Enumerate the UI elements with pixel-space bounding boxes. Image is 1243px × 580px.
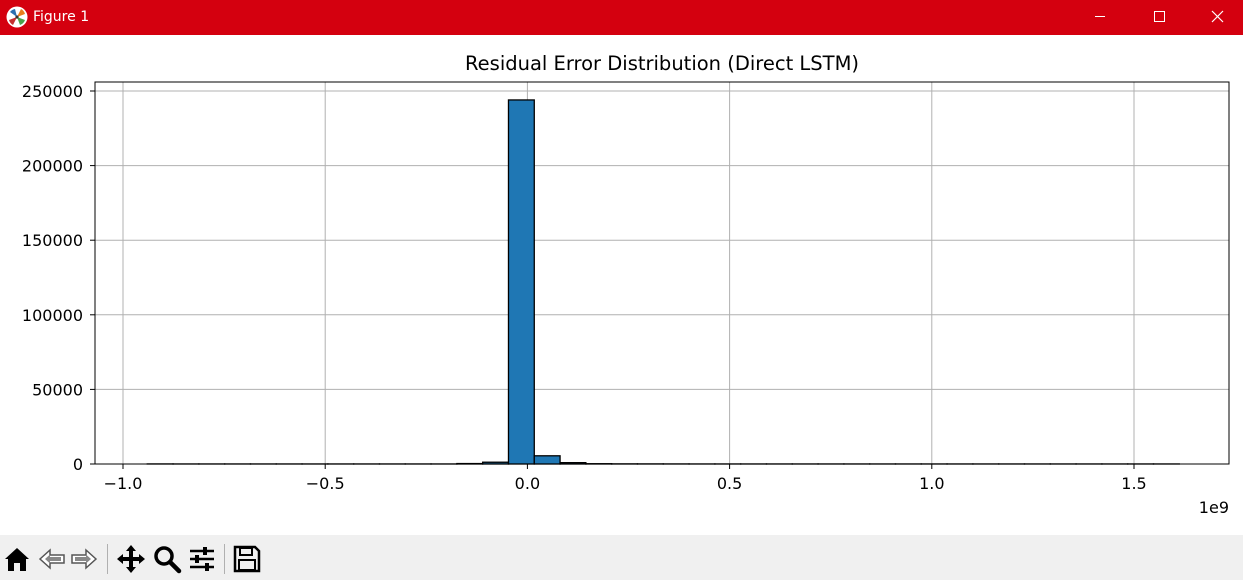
configure-subplots-icon [190, 547, 214, 571]
x-offset-label: 1e9 [1199, 498, 1229, 517]
save-button[interactable] [232, 544, 262, 574]
forward-arrow-icon [71, 548, 98, 570]
x-tick-label: 0.5 [717, 474, 742, 493]
figure-canvas[interactable]: −1.0 −0.5 0.0 0.5 1.0 1.5 0 50000 100000 150000 20… [0, 35, 1243, 535]
window-title: Figure 1 [33, 9, 90, 25]
home-button[interactable] [2, 544, 32, 574]
configure-subplots-button[interactable] [187, 544, 217, 574]
x-tick-label: 1.5 [1121, 474, 1146, 493]
chart-title: Residual Error Distribution (Direct LSTM… [465, 52, 859, 75]
forward-button[interactable] [69, 544, 99, 574]
close-icon [1211, 10, 1224, 23]
y-tick-label: 50000 [32, 380, 83, 399]
maximize-button[interactable] [1130, 0, 1188, 35]
home-icon [5, 548, 29, 571]
x-tick-label: −0.5 [306, 474, 345, 493]
close-button[interactable] [1188, 0, 1243, 35]
y-tick-label: 200000 [22, 157, 83, 176]
maximize-icon [1154, 11, 1165, 22]
back-button[interactable] [37, 544, 67, 574]
x-tick-label: 0.0 [515, 474, 540, 493]
back-arrow-icon [38, 548, 65, 570]
histogram-bar [533, 455, 561, 465]
pan-button[interactable] [116, 544, 146, 574]
toolbar-separator [107, 544, 108, 574]
pan-icon [117, 545, 145, 573]
histogram-chart: −1.0 −0.5 0.0 0.5 1.0 1.5 0 50000 100000 150000 20… [22, 52, 1230, 517]
x-tick-label: 1.0 [919, 474, 944, 493]
x-tick-label: −1.0 [104, 474, 143, 493]
plot-frame [94, 81, 1230, 465]
y-tick-label: 0 [73, 455, 83, 474]
zoom-button[interactable] [152, 544, 182, 574]
save-icon [233, 545, 261, 573]
minimize-button[interactable] [1071, 0, 1129, 35]
toolbar-separator [224, 544, 225, 574]
y-tick-label: 250000 [22, 82, 83, 101]
y-tick-label: 150000 [22, 231, 83, 250]
y-tick-label: 100000 [22, 306, 83, 325]
window-titlebar[interactable]: Figure 1 [0, 0, 1243, 35]
minimize-icon [1095, 16, 1105, 17]
zoom-icon [154, 546, 182, 574]
navigation-toolbar [0, 535, 1243, 580]
matplotlib-logo-icon [6, 6, 28, 28]
histogram-bar [507, 99, 535, 465]
